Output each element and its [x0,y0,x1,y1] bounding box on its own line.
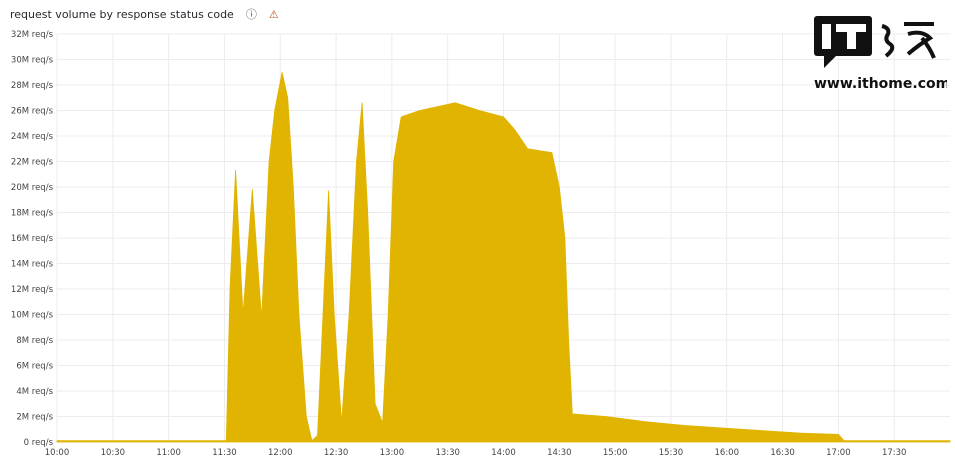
watermark-url: www.ithome.com [814,76,947,92]
x-tick-label: 17:30 [882,448,907,458]
y-tick-label: 16M req/s [11,234,54,244]
y-tick-label: 2M req/s [16,413,53,423]
x-tick-label: 11:30 [212,448,237,458]
y-tick-label: 20M req/s [11,183,54,193]
y-tick-label: 22M req/s [11,158,54,168]
warning-triangle-icon[interactable]: ⚠ [268,7,279,21]
y-tick-label: 24M req/s [11,132,54,142]
y-tick-label: 28M req/s [11,81,54,91]
y-tick-label: 26M req/s [11,107,54,117]
y-tick-label: 30M req/s [11,56,54,66]
y-tick-label: 14M req/s [11,260,54,270]
y-tick-label: 6M req/s [16,362,53,372]
panel-header: request volume by response status code ⓘ… [10,6,279,22]
x-tick-label: 14:30 [547,448,572,458]
y-tick-label: 12M req/s [11,285,54,295]
x-tick-label: 17:00 [826,448,851,458]
y-tick-label: 0 req/s [24,438,54,448]
x-tick-label: 16:00 [715,448,740,458]
x-tick-label: 15:30 [659,448,684,458]
x-tick-label: 12:00 [268,448,293,458]
y-tick-label: 8M req/s [16,336,53,346]
y-tick-label: 32M req/s [11,30,54,40]
y-tick-label: 18M req/s [11,209,54,219]
ithome-watermark-logo: www.ithome.com [814,16,947,92]
y-tick-label: 10M req/s [11,311,54,321]
panel-title: request volume by response status code [10,7,234,21]
x-tick-label: 10:30 [101,448,126,458]
x-tick-label: 12:30 [324,448,349,458]
y-tick-label: 4M req/s [16,387,53,397]
x-tick-label: 13:00 [380,448,405,458]
x-tick-label: 14:00 [491,448,516,458]
info-circle-icon[interactable]: ⓘ [245,8,257,21]
x-tick-label: 15:00 [603,448,628,458]
x-tick-label: 13:30 [435,448,460,458]
x-tick-label: 11:00 [156,448,181,458]
x-tick-label: 16:30 [770,448,795,458]
x-tick-label: 10:00 [45,448,70,458]
series-area [56,71,951,443]
